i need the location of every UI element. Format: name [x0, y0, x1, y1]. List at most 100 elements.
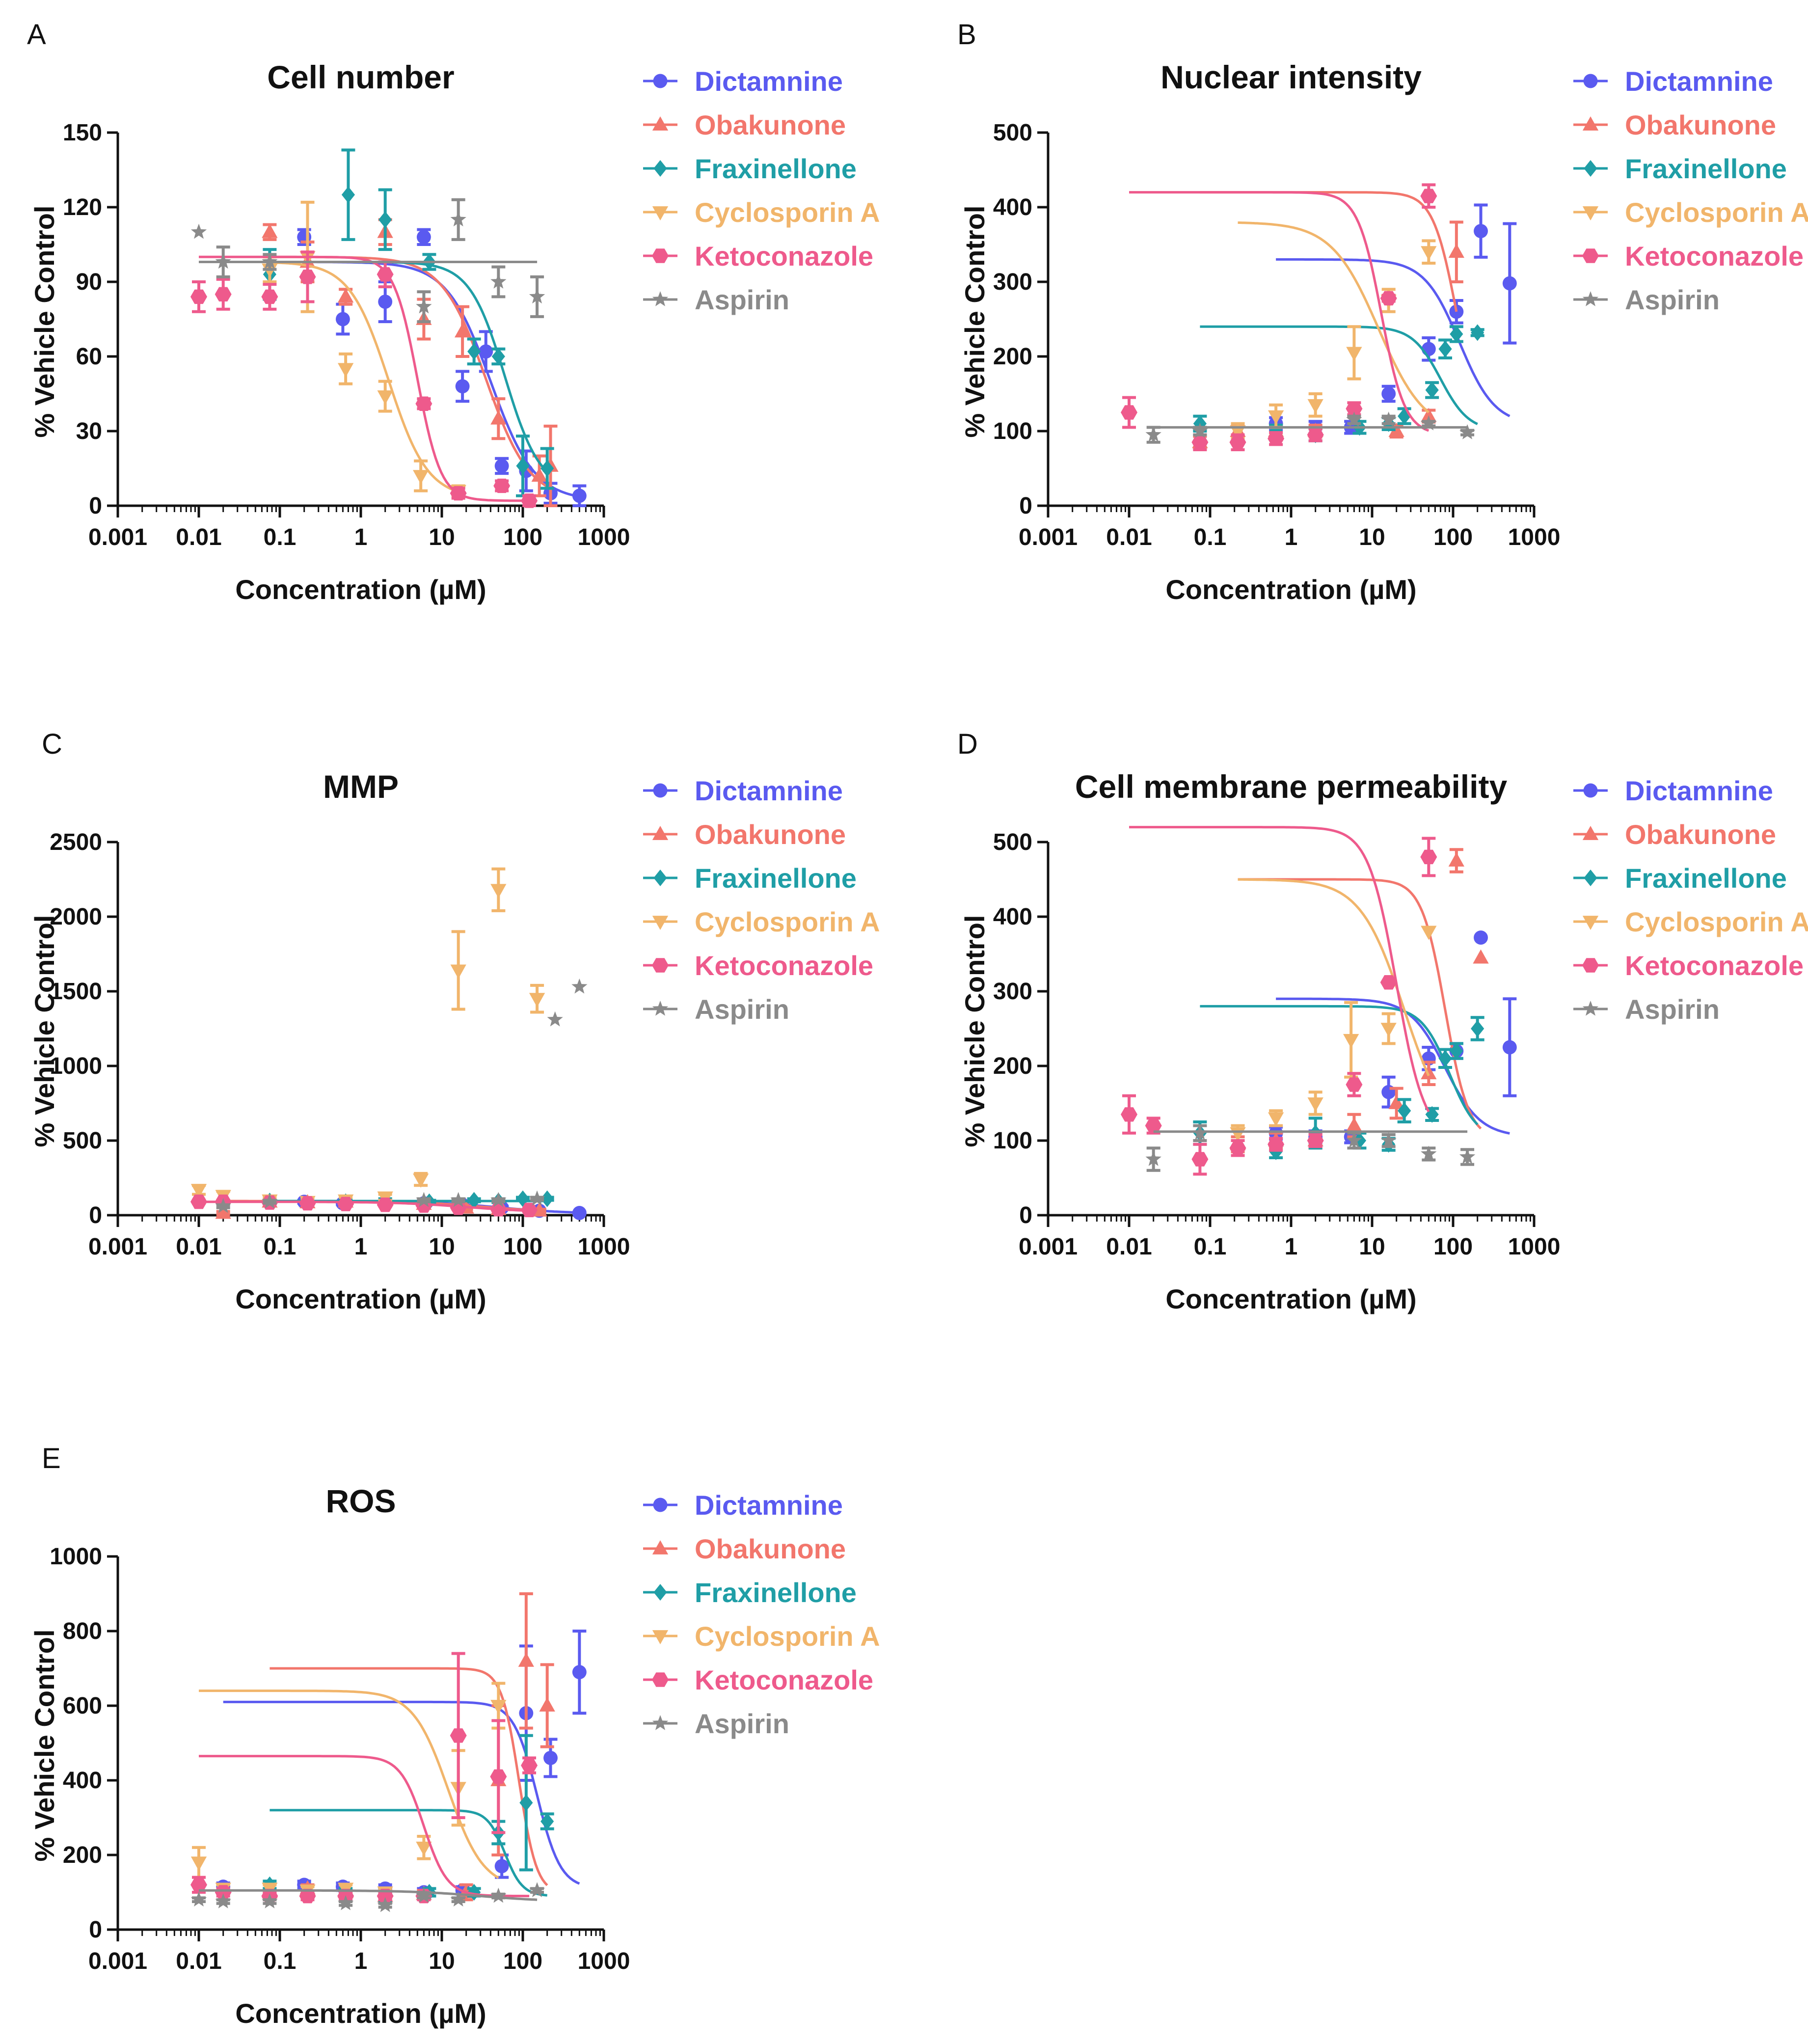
data-point: [215, 1198, 231, 1213]
data-point: [1421, 1145, 1437, 1161]
fit-curve: [199, 1755, 530, 1898]
data-point: [1309, 1124, 1322, 1142]
data-point: [1471, 1020, 1484, 1037]
legend-item: Obakunone: [1573, 109, 1776, 140]
data-point: [479, 344, 493, 359]
legend-marker: [1583, 74, 1598, 88]
legend-marker: [1582, 206, 1599, 220]
fit-curve: [270, 261, 459, 493]
y-tick-label: 200: [993, 344, 1032, 370]
legend-item: Aspirin: [643, 284, 789, 315]
fit-curve: [270, 1667, 548, 1886]
panel-b: B Nuclear intensity Concentration (µM) %…: [957, 19, 1808, 605]
legend-item: Cyclosporin A: [643, 906, 880, 937]
data-point: [337, 1895, 354, 1910]
data-point: [413, 470, 429, 485]
data-point: [1459, 1148, 1476, 1164]
y-tick-label: 400: [993, 194, 1032, 220]
y-tick-label: 1000: [50, 1053, 102, 1079]
data-point: [1398, 1102, 1411, 1119]
x-tick-label: 0.1: [264, 1234, 297, 1260]
fit-curve: [1276, 997, 1510, 1135]
data-point: [1380, 1023, 1397, 1037]
data-point: [1420, 189, 1437, 203]
legend-item: Ketoconazole: [1573, 950, 1804, 981]
data-point: [490, 1700, 507, 1714]
legend-item: Aspirin: [643, 994, 789, 1025]
legend-marker: [653, 74, 668, 88]
y-tick-label: 300: [993, 979, 1032, 1005]
legend-item: Ketoconazole: [643, 950, 873, 981]
x-tick-label: 1000: [578, 1948, 630, 1974]
legend-label: Obakunone: [695, 109, 846, 140]
data-point: [529, 1190, 545, 1206]
fit-curve: [199, 1690, 499, 1879]
legend-marker: [1582, 1001, 1599, 1016]
data-point: [540, 1813, 554, 1830]
y-axis-label: % Vehicle Control: [959, 915, 990, 1147]
data-point: [416, 1841, 432, 1856]
data-point: [521, 493, 538, 508]
x-tick-label: 0.1: [1194, 1234, 1227, 1260]
y-axis-label: % Vehicle Control: [959, 206, 990, 438]
x-tick-label: 100: [503, 1948, 542, 1974]
x-tick-label: 0.01: [176, 1948, 221, 1974]
data-point: [1121, 1107, 1137, 1122]
legend-item: Cyclosporin A: [643, 1621, 880, 1652]
chart-title: Cell number: [267, 59, 454, 95]
data-point: [490, 1192, 507, 1207]
legend-label: Fraxinellone: [695, 153, 857, 184]
fit-curve: [270, 1809, 547, 1897]
data-point: [1191, 1152, 1209, 1167]
legend-item: Aspirin: [643, 1708, 789, 1739]
fit-curve: [270, 261, 548, 473]
x-axis-label: Concentration (µM): [235, 574, 486, 605]
legend-marker: [652, 958, 669, 973]
data-point: [467, 343, 481, 360]
legend-label: Obakunone: [1625, 109, 1776, 140]
data-point: [1145, 1118, 1162, 1133]
panel-e: E ROS Concentration (µM) % Vehicle Contr…: [29, 1443, 880, 2029]
legend-label: Aspirin: [695, 994, 789, 1025]
series-obakunone: [262, 1592, 555, 1902]
data-point: [467, 1192, 481, 1209]
legend-marker: [652, 916, 669, 930]
data-point: [1421, 415, 1437, 431]
data-point: [413, 1173, 429, 1188]
data-point: [377, 267, 394, 282]
legend-marker: [1582, 958, 1599, 973]
legend-label: Ketoconazole: [695, 950, 873, 981]
data-point: [1425, 382, 1439, 399]
data-point: [377, 1198, 394, 1212]
legend-marker: [653, 160, 667, 177]
x-tick-label: 100: [1433, 524, 1473, 550]
y-tick-label: 120: [63, 194, 102, 220]
x-tick-label: 10: [1359, 1234, 1385, 1260]
legend-label: Cyclosporin A: [695, 1621, 880, 1652]
data-point: [262, 253, 278, 269]
data-point: [1448, 244, 1464, 258]
legend: Dictamnine Obakunone Fraxinellone Cyclospor…: [643, 1490, 880, 1739]
legend-marker: [1584, 870, 1597, 886]
x-tick-label: 1000: [1508, 524, 1561, 550]
legend-item: Cyclosporin A: [1573, 906, 1808, 937]
x-tick-label: 10: [1359, 524, 1385, 550]
data-point: [1145, 426, 1161, 442]
legend-label: Fraxinellone: [1625, 153, 1787, 184]
data-point: [1449, 304, 1464, 319]
data-point: [450, 1891, 466, 1907]
data-point: [416, 230, 431, 245]
legend-marker: [1584, 160, 1597, 177]
data-point: [1502, 1040, 1517, 1055]
y-axis-label: % Vehicle Control: [29, 206, 60, 438]
legend-item: Cyclosporin A: [643, 197, 880, 228]
data-point: [1230, 425, 1246, 439]
x-tick-label: 1: [1285, 524, 1298, 550]
series-aspirin: [190, 1882, 545, 1912]
data-point: [450, 486, 467, 501]
data-point: [377, 390, 393, 405]
data-point: [335, 312, 350, 327]
data-point: [377, 1897, 393, 1912]
data-point: [262, 223, 278, 238]
